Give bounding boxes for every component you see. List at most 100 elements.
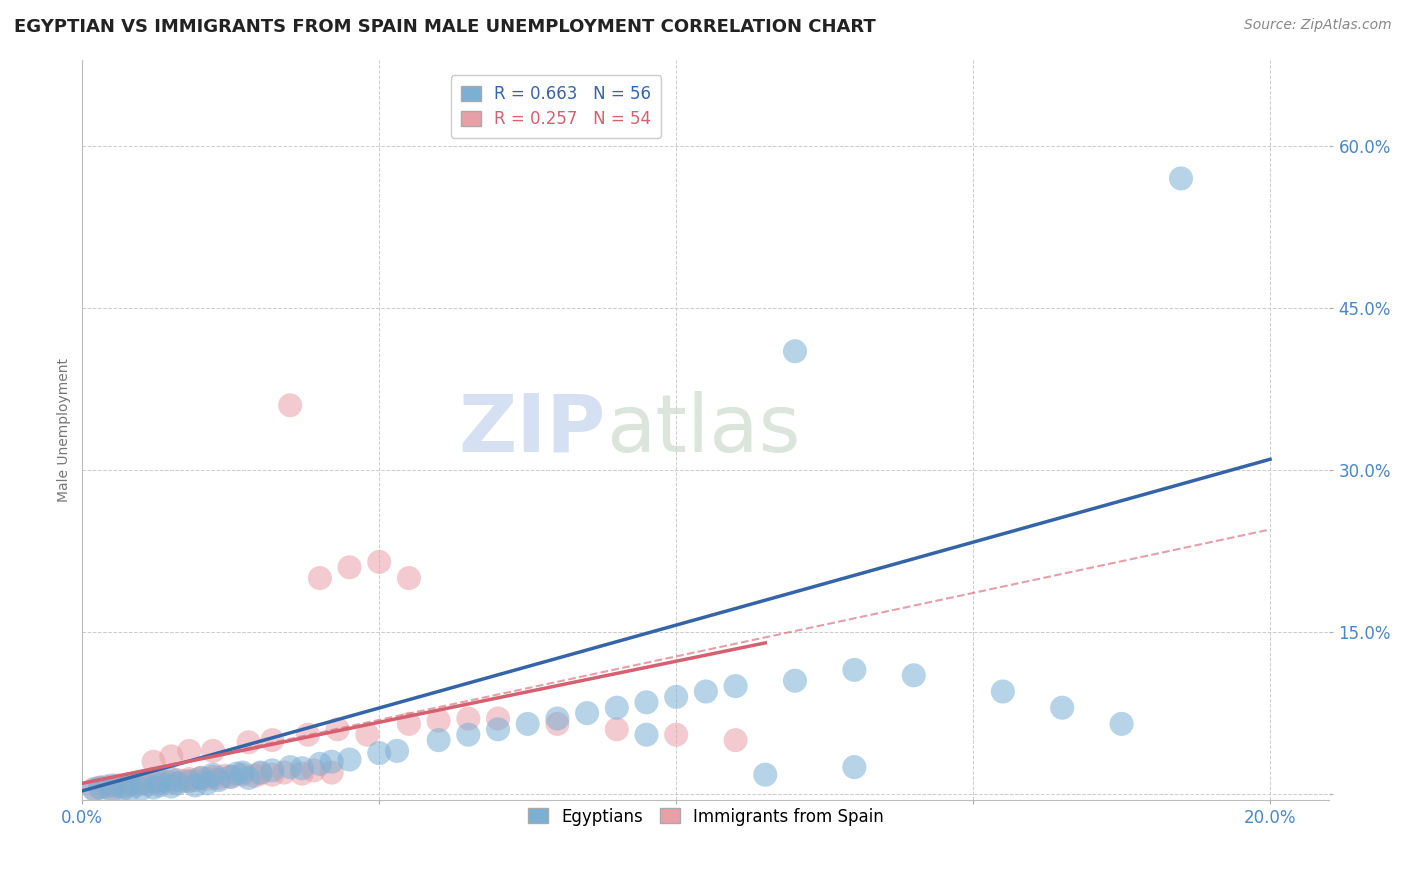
Point <box>184 773 207 788</box>
Point <box>160 780 183 794</box>
Point <box>249 765 271 780</box>
Point <box>724 733 747 747</box>
Point <box>142 755 165 769</box>
Point <box>148 776 170 790</box>
Point <box>160 749 183 764</box>
Text: ZIP: ZIP <box>458 391 606 468</box>
Point <box>83 782 105 797</box>
Point <box>844 760 866 774</box>
Point <box>155 774 177 789</box>
Point <box>249 766 271 780</box>
Point <box>190 771 212 785</box>
Point <box>278 398 301 412</box>
Point <box>278 760 301 774</box>
Point <box>148 779 170 793</box>
Point <box>172 774 194 789</box>
Point <box>94 780 117 794</box>
Point <box>368 555 391 569</box>
Point <box>142 775 165 789</box>
Point <box>291 761 314 775</box>
Point <box>356 728 378 742</box>
Point <box>142 780 165 795</box>
Point <box>516 717 538 731</box>
Point <box>754 767 776 781</box>
Point <box>131 776 153 790</box>
Point <box>665 728 688 742</box>
Point <box>427 733 450 747</box>
Point <box>1111 717 1133 731</box>
Point <box>398 717 420 731</box>
Point <box>262 733 284 747</box>
Point <box>724 679 747 693</box>
Point <box>166 776 188 790</box>
Point <box>208 771 231 785</box>
Point <box>101 781 124 796</box>
Point <box>195 772 218 786</box>
Point <box>179 744 201 758</box>
Point <box>232 767 254 781</box>
Point <box>160 775 183 789</box>
Point <box>101 784 124 798</box>
Point <box>606 723 628 737</box>
Point <box>160 772 183 786</box>
Point <box>179 774 201 789</box>
Point <box>219 770 242 784</box>
Point <box>201 767 224 781</box>
Point <box>398 571 420 585</box>
Point <box>112 781 135 796</box>
Point <box>232 765 254 780</box>
Point <box>321 755 343 769</box>
Point <box>636 728 658 742</box>
Point <box>238 735 260 749</box>
Text: EGYPTIAN VS IMMIGRANTS FROM SPAIN MALE UNEMPLOYMENT CORRELATION CHART: EGYPTIAN VS IMMIGRANTS FROM SPAIN MALE U… <box>14 18 876 36</box>
Point <box>262 767 284 781</box>
Text: atlas: atlas <box>606 391 800 468</box>
Point <box>665 690 688 704</box>
Point <box>148 774 170 789</box>
Point <box>89 780 111 795</box>
Point <box>118 777 141 791</box>
Point <box>297 728 319 742</box>
Point <box>131 776 153 790</box>
Point <box>636 695 658 709</box>
Point <box>179 772 201 786</box>
Point <box>695 684 717 698</box>
Point <box>339 753 361 767</box>
Point <box>89 780 111 795</box>
Point <box>844 663 866 677</box>
Point <box>546 717 568 731</box>
Point <box>321 765 343 780</box>
Point <box>131 781 153 796</box>
Point <box>118 782 141 797</box>
Point <box>166 773 188 788</box>
Point <box>457 712 479 726</box>
Point <box>214 769 236 783</box>
Point <box>243 769 266 783</box>
Point <box>291 766 314 780</box>
Point <box>136 777 159 791</box>
Point <box>308 571 330 585</box>
Point <box>991 684 1014 698</box>
Point <box>427 714 450 728</box>
Legend: Egyptians, Immigrants from Spain: Egyptians, Immigrants from Spain <box>517 797 894 836</box>
Point <box>201 770 224 784</box>
Point <box>195 776 218 790</box>
Point <box>107 779 129 793</box>
Point <box>118 777 141 791</box>
Point <box>385 744 408 758</box>
Point <box>83 781 105 796</box>
Point <box>783 673 806 688</box>
Point <box>238 771 260 785</box>
Point <box>486 723 509 737</box>
Point <box>486 712 509 726</box>
Point <box>546 712 568 726</box>
Point <box>184 779 207 793</box>
Point <box>368 746 391 760</box>
Point <box>262 764 284 778</box>
Point <box>1170 171 1192 186</box>
Y-axis label: Male Unemployment: Male Unemployment <box>58 358 72 501</box>
Point <box>208 773 231 788</box>
Point <box>112 780 135 794</box>
Point <box>101 779 124 793</box>
Point <box>273 765 295 780</box>
